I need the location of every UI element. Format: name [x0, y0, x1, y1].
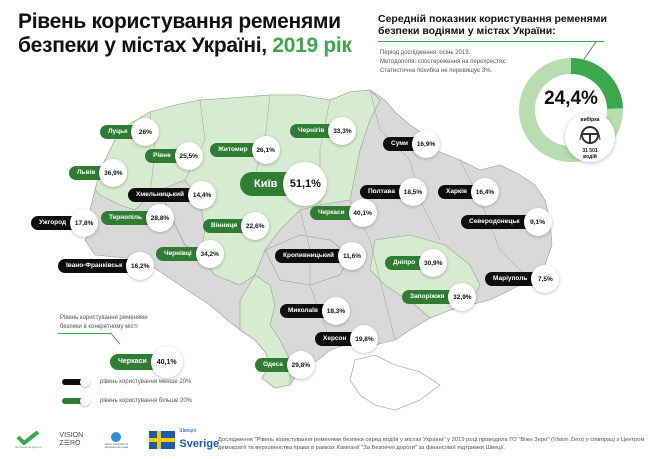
city-vinnytsia: Вінниця 22,6% — [203, 212, 270, 240]
sample-badge: вибірка 31 501 водій — [565, 112, 615, 162]
partner-logos: За безпечні дороги VISION Z☰RO Центр дем… — [15, 428, 219, 452]
city-value: 28,8% — [146, 204, 174, 232]
city-value: 25,5% — [174, 142, 203, 170]
city-lviv: Львів 36,9% — [69, 159, 128, 187]
city-name: Тернопіль — [101, 211, 160, 225]
city-value: 19,8% — [350, 325, 379, 353]
city-name: Івано-Франківськ — [58, 259, 141, 273]
title-year: 2019 рік — [272, 34, 352, 57]
city-zhytomyr: Житомир 26,1% — [210, 136, 280, 164]
legend-green-swatch — [62, 398, 84, 404]
method-period: Період дослідження: осінь 2019. — [380, 50, 471, 56]
legend-description: Рівень користування ременями безпеки в к… — [60, 315, 148, 330]
city-value: 16,4% — [470, 178, 499, 206]
city-value: 26,1% — [251, 136, 280, 164]
legend-above-20: рівень користування більше 20% — [62, 396, 192, 406]
city-value: 16,9% — [412, 130, 441, 158]
city-name: Маріуполь — [485, 272, 546, 286]
city-value: 33,3% — [328, 117, 357, 145]
sverige-word: Sverige — [179, 438, 220, 450]
footer-note: Дослідження "Рівень користування ременям… — [218, 437, 645, 451]
legend-example: Черкаси 40,1% — [110, 346, 183, 378]
city-sumy: Суми 16,9% — [383, 130, 441, 158]
logo-vision-zero: VISION Z☰RO — [59, 432, 84, 447]
logo-safe-roads: За безпечні дороги — [15, 431, 41, 449]
steering-wheel-icon — [579, 126, 601, 144]
legend-black-swatch — [62, 379, 84, 385]
city-kyiv: Київ 51,1% — [240, 162, 328, 206]
sverige-small-text: Швеція — [179, 428, 197, 434]
legend-example-value: 40,1% — [150, 346, 183, 378]
city-kropyvnytskyi: Кропивницький 11,6% — [275, 242, 366, 270]
city-value: 7,5% — [531, 265, 560, 293]
legend-below-label: рівень користування менше 20% — [100, 379, 192, 385]
city-dnipro: Дніпро 30,9% — [385, 249, 448, 277]
city-value: 51,1% — [283, 162, 328, 206]
city-value: 11,6% — [337, 242, 366, 270]
city-value: 30,9% — [419, 249, 448, 277]
methodology: Період дослідження: осінь 2019. Методоло… — [380, 49, 507, 76]
legend-divider — [58, 333, 111, 334]
city-uzhhorod: Ужгород 17,8% — [31, 209, 99, 237]
average-value: 24,4% — [544, 88, 598, 109]
logo-safe-roads-text: За безпечні дороги — [15, 445, 42, 449]
checkmark-logo-icon — [16, 431, 40, 445]
logo-center-text: Центр демократії та верховенства права — [104, 443, 129, 449]
city-name: Запоріжжя — [402, 290, 463, 304]
city-rivne: Рівне 25,5% — [145, 142, 203, 170]
legend-below-20: рівень користування менше 20% — [62, 377, 191, 387]
city-name: Кропивницький — [275, 249, 352, 263]
city-value: 34,2% — [195, 240, 224, 268]
city-kharkiv: Харків 16,4% — [438, 178, 499, 206]
city-value: 22,6% — [241, 212, 270, 240]
city-name: Северодонецьк — [461, 215, 538, 229]
city-value: 9,1% — [523, 208, 552, 236]
logo-sverige: Швеція Sverige — [149, 428, 219, 452]
city-sievierodonetsk: Северодонецьк 9,1% — [461, 208, 552, 236]
city-value: 18,3% — [321, 297, 350, 325]
city-value: 16,2% — [126, 252, 155, 280]
title-line-1: Рівень користування ременями — [18, 10, 341, 33]
city-name: Хмельницький — [128, 188, 203, 202]
city-value: 17,8% — [70, 209, 99, 237]
city-mariupol: Маріуполь 7,5% — [485, 265, 560, 293]
city-value: 18,5% — [398, 178, 427, 206]
city-mykolaiv: Миколаїв 18,3% — [280, 297, 350, 325]
logo-center-democracy: Центр демократії та верховенства права — [101, 431, 131, 449]
city-chernivtsi: Чернівці 34,2% — [156, 240, 224, 268]
city-value: 36,9% — [99, 159, 128, 187]
city-khmelnytskyi: Хмельницький 14,4% — [128, 181, 217, 209]
title-line-2: безпеки у містах Україні, — [18, 34, 267, 57]
sample-unit: водій — [583, 154, 597, 160]
legend-dot — [80, 377, 90, 387]
legend-dot — [80, 396, 90, 406]
city-value: 32,9% — [448, 283, 477, 311]
city-ternopil: Тернопіль 28,8% — [101, 204, 174, 232]
city-value: 14,4% — [188, 181, 217, 209]
region-west-green — [94, 89, 381, 286]
city-odesa: Одеса 29,8% — [255, 351, 315, 379]
average-title: Середній показник користування ременями … — [378, 13, 607, 37]
method-error: Статистична похибка не перевищує 3%. — [380, 68, 493, 74]
map-crimea — [349, 354, 441, 411]
drop-logo-icon — [111, 432, 122, 442]
city-lutsk: Луцьк 26% — [100, 118, 160, 146]
method-methodology: Методологія: спостереження на перехрестя… — [380, 59, 507, 65]
city-ivano-frankivsk: Івано-Франківськ 16,2% — [58, 252, 155, 280]
sample-count: 31 501 — [582, 148, 598, 154]
city-zaporizhzhia: Запоріжжя 32,9% — [402, 283, 477, 311]
city-value: 26% — [131, 118, 160, 146]
divider — [378, 41, 604, 42]
page-title: Рівень користування ременями безпеки у м… — [18, 10, 352, 58]
sample-label: вибірка — [580, 117, 600, 123]
city-value: 29,8% — [286, 351, 315, 379]
city-chernihiv: Чернігів 33,3% — [290, 117, 357, 145]
swedish-flag-icon — [149, 431, 176, 449]
city-cherkasy: Черкаси 40,1% — [310, 199, 377, 227]
city-poltava: Полтава 18,5% — [360, 178, 427, 206]
city-kherson: Херсон 19,8% — [315, 325, 379, 353]
legend-above-label: рівень користування більше 20% — [100, 398, 192, 404]
city-value: 40,1% — [348, 199, 377, 227]
